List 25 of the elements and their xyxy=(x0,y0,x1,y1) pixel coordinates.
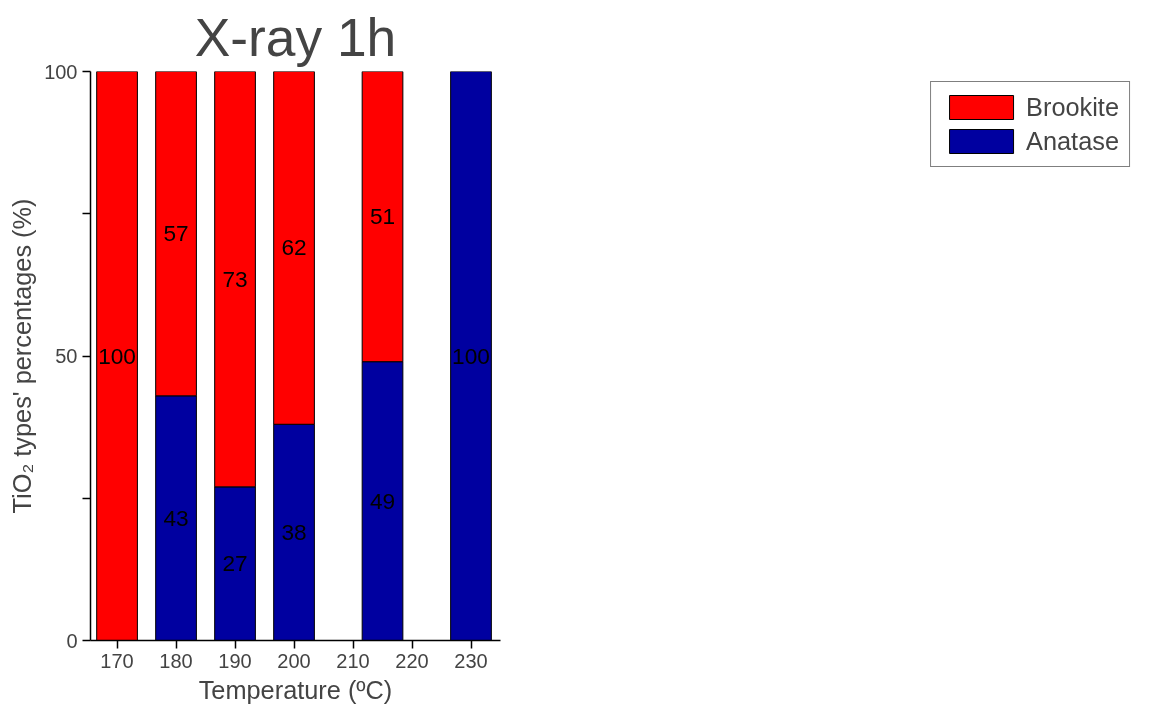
x-axis-title: Temperature (ºC) xyxy=(198,675,393,704)
chart-title: X-ray 1h xyxy=(194,7,397,67)
y-tick-label: 50 xyxy=(55,345,78,367)
data-label: 38 xyxy=(281,518,307,545)
x-tick-label: 180 xyxy=(159,649,193,672)
x-tick-label: 220 xyxy=(395,649,429,672)
data-label: 100 xyxy=(452,342,490,369)
x-tick-label: 190 xyxy=(218,649,252,672)
y-tick-label: 100 xyxy=(44,60,78,83)
y-tick-label: 0 xyxy=(66,629,78,652)
x-tick-label: 170 xyxy=(100,649,134,672)
legend-label: Anatase xyxy=(1026,126,1119,156)
data-label: 57 xyxy=(163,220,189,247)
legend-label: Brookite xyxy=(1026,92,1119,122)
y-axis-title: TiO₂ types' percentages (%) xyxy=(8,198,37,514)
data-label: 62 xyxy=(281,234,307,261)
data-label: 49 xyxy=(369,487,396,514)
x-tick-label: 230 xyxy=(454,649,488,672)
data-label: 43 xyxy=(163,504,189,531)
x-tick-label: 210 xyxy=(336,649,370,672)
data-label: 51 xyxy=(369,203,396,230)
data-label: 27 xyxy=(222,550,248,577)
data-label: 73 xyxy=(222,265,248,292)
x-tick-label: 200 xyxy=(277,649,311,672)
data-label: 100 xyxy=(98,342,136,369)
